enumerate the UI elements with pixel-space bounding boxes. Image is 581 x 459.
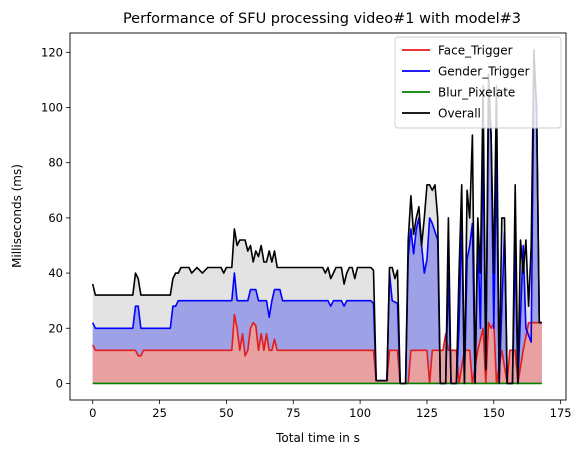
x-tick-label: 50 bbox=[219, 406, 234, 420]
legend-label-overall: Overall bbox=[438, 107, 481, 121]
x-axis: 0 25 50 75 100 125 150 175 bbox=[89, 400, 572, 420]
y-tick-label: 20 bbox=[48, 321, 63, 335]
line-overall bbox=[91, 48, 542, 385]
legend-label-gender-trigger: Gender_Trigger bbox=[438, 65, 530, 79]
x-tick-label: 75 bbox=[286, 406, 301, 420]
area-face-trigger bbox=[92, 314, 542, 384]
x-tick-label: 150 bbox=[483, 406, 505, 420]
legend-label-face-trigger: Face_Trigger bbox=[438, 44, 513, 58]
chart-title: Performance of SFU processing video#1 wi… bbox=[123, 11, 521, 27]
y-axis: 0 20 40 60 80 100 120 bbox=[41, 45, 70, 390]
x-tick-label: 125 bbox=[416, 406, 438, 420]
x-tick-label: 100 bbox=[349, 406, 371, 420]
legend-box bbox=[394, 36, 562, 129]
series-group bbox=[91, 48, 542, 385]
x-tick-label: 175 bbox=[550, 406, 572, 420]
y-tick-label: 100 bbox=[41, 101, 63, 115]
area-gender-trigger bbox=[92, 63, 542, 384]
y-axis-label: Milliseconds (ms) bbox=[10, 164, 24, 268]
legend-label-blur-pixelate: Blur_Pixelate bbox=[438, 86, 515, 100]
plot-area bbox=[91, 48, 542, 385]
plot-frame bbox=[69, 32, 567, 401]
legend: Face_Trigger Gender_Trigger Blur_Pixelate O… bbox=[394, 36, 562, 129]
y-tick-label: 60 bbox=[48, 211, 63, 225]
x-axis-label: Total time in s bbox=[275, 431, 360, 445]
line-gender-trigger bbox=[91, 62, 542, 385]
y-tick-label: 40 bbox=[48, 266, 63, 280]
x-tick-label: 0 bbox=[89, 406, 96, 420]
y-tick-label: 0 bbox=[56, 376, 63, 390]
y-tick-label: 120 bbox=[41, 45, 63, 59]
x-tick-label: 25 bbox=[152, 406, 167, 420]
y-tick-label: 80 bbox=[48, 156, 63, 170]
